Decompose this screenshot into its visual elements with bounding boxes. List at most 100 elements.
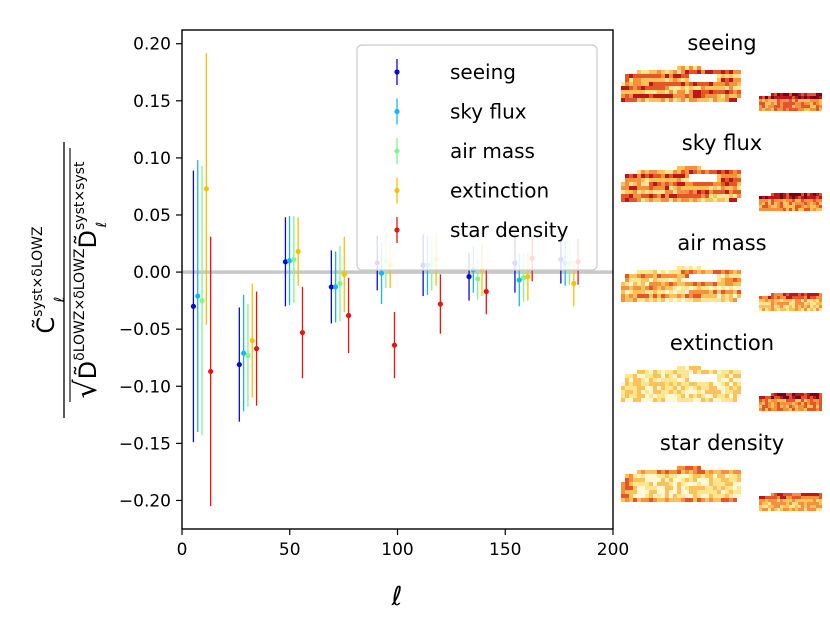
- sky-map-pixel: [774, 408, 777, 411]
- sky-map-seeing: seeing: [621, 31, 822, 111]
- sky-map-pixel: [693, 270, 697, 274]
- sky-map-pixel: [693, 86, 697, 90]
- sky-map-pixel: [677, 470, 681, 474]
- sky-map-pixel: [771, 408, 774, 411]
- sky-map-pixel: [792, 199, 795, 202]
- sky-map-pixel: [693, 194, 697, 198]
- sky-map-pixel: [673, 278, 677, 282]
- sky-map-pixel: [786, 105, 789, 108]
- sky-map-pixel: [705, 94, 709, 98]
- sky-map-pixel: [717, 390, 721, 394]
- sky-map-pixel: [685, 474, 689, 478]
- sky-map-pixel: [657, 386, 661, 390]
- sky-map-pixel: [721, 386, 725, 390]
- sky-map-pixel: [637, 390, 641, 394]
- sky-map-pixel: [653, 94, 657, 98]
- sky-map-pixel: [685, 298, 689, 302]
- sky-map-pixel: [789, 293, 792, 296]
- sky-map-pixel: [645, 270, 649, 274]
- sky-map-pixel: [645, 482, 649, 486]
- sky-map-pixel: [689, 270, 693, 274]
- sky-map-pixel: [669, 294, 673, 298]
- sky-map-pixel: [685, 490, 689, 494]
- sky-map-pixel: [717, 282, 721, 286]
- sky-map-pixel: [693, 286, 697, 290]
- sky-map-pixel: [637, 290, 641, 294]
- sky-map-pixel: [649, 386, 653, 390]
- sky-map-pixel: [810, 493, 813, 496]
- sky-map-pixel: [810, 208, 813, 211]
- sky-map-pixel: [661, 190, 665, 194]
- sky-map-pixel: [625, 194, 629, 198]
- sky-map-pixel: [701, 282, 705, 286]
- sky-map-pixel: [689, 494, 693, 498]
- sky-map-pixel: [681, 270, 685, 274]
- sky-map-pixel: [633, 374, 637, 378]
- sky-map-pixel: [771, 393, 774, 396]
- sky-map-pixel: [681, 282, 685, 286]
- legend-entry: extinction: [394, 177, 549, 204]
- sky-map-pixel: [641, 282, 645, 286]
- sky-map-pixel: [629, 390, 633, 394]
- sky-map-pixel: [789, 102, 792, 105]
- sky-map-pixel: [705, 486, 709, 490]
- sky-map-pixel: [629, 374, 633, 378]
- sky-map-pixel: [765, 508, 768, 511]
- y-tick-label: 0.00: [133, 263, 171, 283]
- sky-map-pixel: [804, 396, 807, 399]
- sky-map-pixel: [717, 394, 721, 398]
- sky-map-pixel: [725, 90, 729, 94]
- sky-map-pixel: [810, 293, 813, 296]
- sky-map-pixel: [795, 496, 798, 499]
- sky-map-pixel: [777, 193, 780, 196]
- sky-map-pixel: [709, 86, 713, 90]
- sky-map-pixel: [689, 282, 693, 286]
- sky-map-pixel: [813, 393, 816, 396]
- sky-map-pixel: [819, 302, 822, 305]
- sky-map-pixel: [637, 494, 641, 498]
- sky-map-pixel: [737, 194, 741, 198]
- sky-map-pixel: [798, 302, 801, 305]
- sky-map-pixel: [645, 494, 649, 498]
- sky-map-pixel: [721, 86, 725, 90]
- sky-map-pixel: [804, 308, 807, 311]
- data-point: [525, 274, 531, 280]
- data-point: [520, 275, 527, 281]
- sky-map-pixel: [810, 105, 813, 108]
- sky-map-pixel: [729, 270, 733, 274]
- sky-map-pixel: [709, 294, 713, 298]
- sky-map-pixel: [697, 386, 701, 390]
- sky-map-pixel: [645, 274, 649, 278]
- sky-map-pixel: [641, 474, 645, 478]
- sky-map-pixel: [625, 186, 629, 190]
- sky-map-pixel: [759, 508, 762, 511]
- sky-map-pixel: [653, 378, 657, 382]
- sky-map-pixel: [717, 78, 721, 82]
- sky-map-pixel: [633, 94, 637, 98]
- sky-map-pixel: [717, 370, 721, 374]
- sky-map-pixel: [780, 202, 783, 205]
- sky-map-pixel: [693, 198, 697, 202]
- sky-map-pixel: [725, 274, 729, 278]
- sky-map-pixel: [717, 194, 721, 198]
- sky-map-pixel: [649, 470, 653, 474]
- sky-map-pixel: [677, 494, 681, 498]
- sky-map-pixel: [673, 494, 677, 498]
- sky-map-pixel: [657, 486, 661, 490]
- sky-map-pixel: [657, 286, 661, 290]
- sky-map-pixel: [717, 274, 721, 278]
- sky-map-pixel: [807, 202, 810, 205]
- sky-map-pixel: [641, 478, 645, 482]
- sky-map-pixel: [705, 390, 709, 394]
- sky-map-pixel: [810, 199, 813, 202]
- sky-map-pixel: [669, 298, 673, 302]
- sky-map-pixel: [721, 390, 725, 394]
- sky-map-pixel: [653, 290, 657, 294]
- sky-map-pixel: [813, 508, 816, 511]
- sky-map-pixel: [795, 305, 798, 308]
- sky-map-pixel: [816, 505, 819, 508]
- sky-map-pixel: [673, 394, 677, 398]
- sky-map-pixel: [765, 308, 768, 311]
- sky-map-pixel: [780, 196, 783, 199]
- sky-map-pixel: [777, 405, 780, 408]
